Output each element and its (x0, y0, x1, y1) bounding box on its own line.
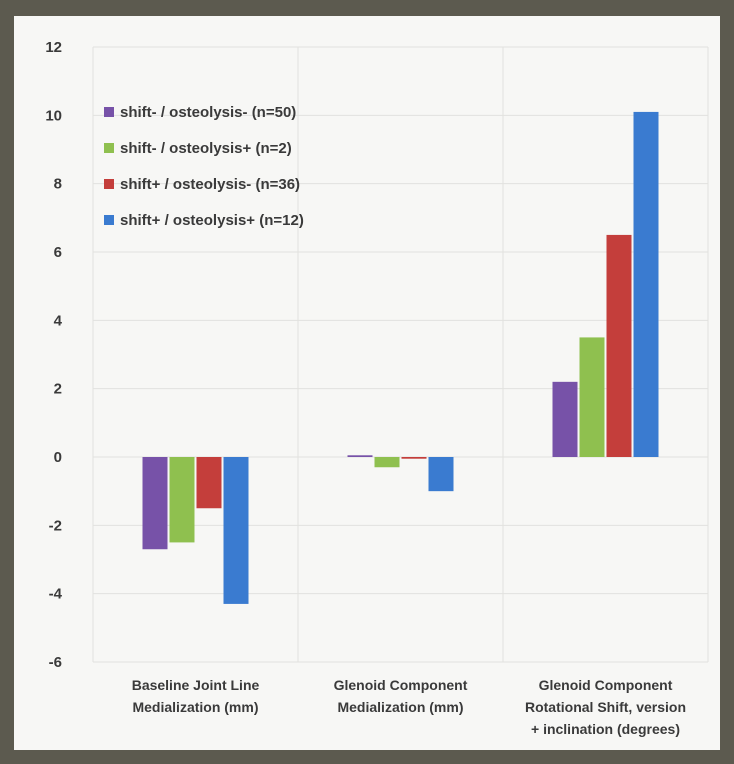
y-tick-label: 0 (54, 449, 62, 466)
y-tick-label: -2 (49, 517, 62, 534)
bar (606, 234, 632, 457)
x-category-label: Glenoid Component (334, 677, 468, 693)
bar (401, 457, 427, 459)
bar (552, 381, 578, 457)
y-tick-label: 8 (54, 176, 62, 193)
bar (142, 457, 168, 550)
x-category-label: + inclination (degrees) (531, 721, 680, 737)
bar-chart: 12 10 8 6 4 2 0 -2 -4 -6 Baseline Joint Line Medial… (45, 39, 709, 737)
legend-swatch (104, 179, 114, 189)
bar (196, 457, 222, 509)
bar (169, 457, 195, 543)
y-tick-label: -6 (49, 654, 62, 671)
x-category-label: Baseline Joint Line (132, 677, 260, 693)
x-category-label: Glenoid Component (539, 677, 673, 693)
legend-label: shift+ / osteolysis- (n=36) (120, 176, 300, 193)
bar (223, 457, 249, 604)
x-category-label: Medialization (mm) (337, 699, 463, 715)
x-category-label: Rotational Shift, version (525, 699, 686, 715)
bar (428, 457, 454, 492)
legend-label: shift+ / osteolysis+ (n=12) (120, 212, 304, 229)
y-tick-label: 10 (45, 107, 62, 124)
chart-frame: 12 10 8 6 4 2 0 -2 -4 -6 Baseline Joint Line Medial… (14, 16, 720, 750)
y-tick-label: -4 (49, 586, 63, 603)
legend-swatch (104, 215, 114, 225)
legend-swatch (104, 143, 114, 153)
bar (633, 111, 659, 458)
y-tick-label: 12 (45, 39, 62, 56)
legend-swatch (104, 107, 114, 117)
bar (347, 455, 373, 457)
y-tick-label: 6 (54, 244, 62, 261)
x-category-label: Medialization (mm) (132, 699, 258, 715)
bar (579, 337, 605, 457)
legend-label: shift- / osteolysis+ (n=2) (120, 140, 292, 157)
bar (374, 457, 400, 468)
y-tick-label: 4 (54, 312, 63, 329)
y-tick-label: 2 (54, 381, 62, 398)
legend-label: shift- / osteolysis- (n=50) (120, 104, 296, 121)
